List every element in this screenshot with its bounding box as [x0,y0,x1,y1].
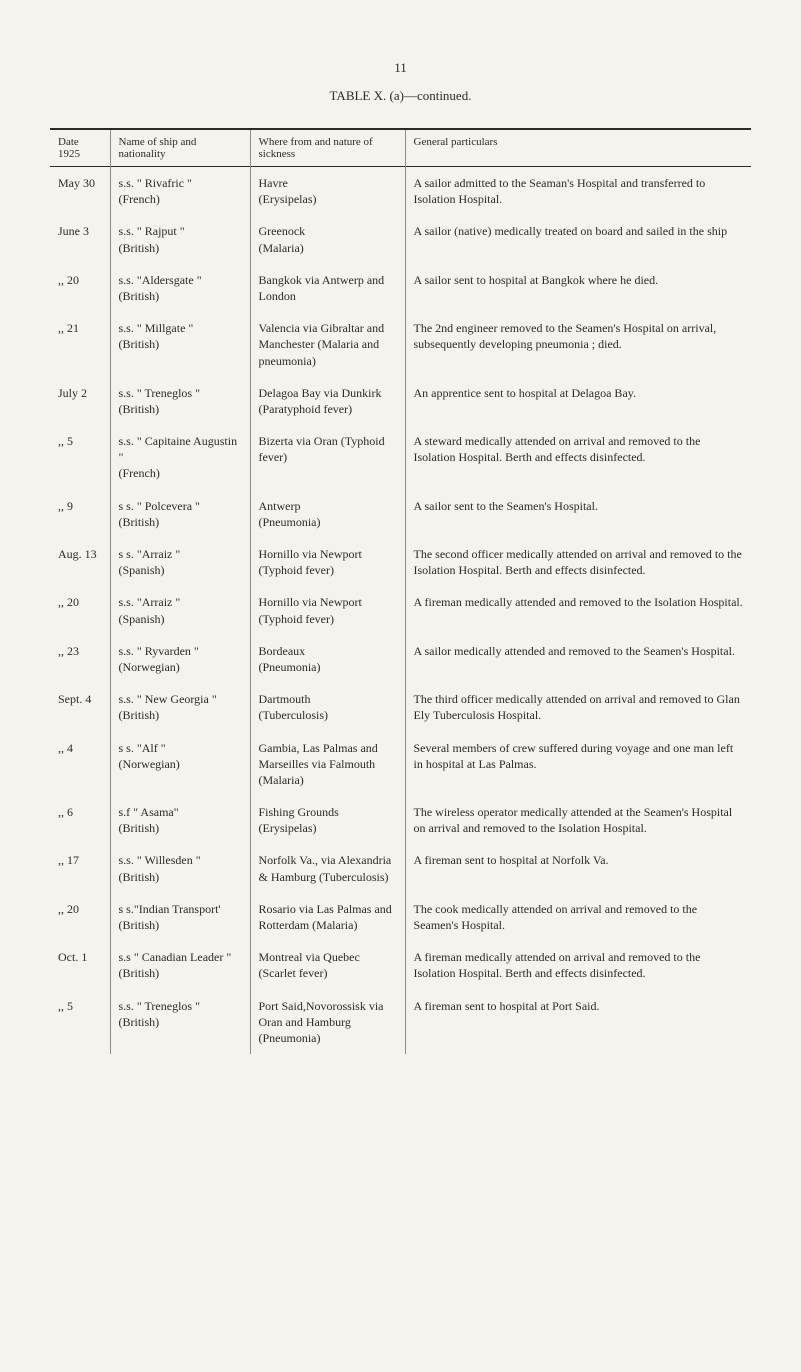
cell-particulars: A sailor sent to hospital at Bangkok whe… [405,264,751,312]
cell-ship: s.s. " Willesden " (British) [110,844,250,892]
cell-date: Sept. 4 [50,683,110,731]
cell-date: ,, 21 [50,312,110,377]
table-row: ,, 9s s. " Polcevera " (British)Antwerp … [50,490,751,538]
cell-ship: s s."Indian Transport' (British) [110,893,250,941]
table-row: July 2s.s. " Treneglos " (British)Delago… [50,377,751,425]
cell-where: Valencia via Gibraltar and Manchester (M… [250,312,405,377]
cell-particulars: The 2nd engineer removed to the Seamen's… [405,312,751,377]
cell-where: Antwerp (Pneumonia) [250,490,405,538]
cell-where: Havre (Erysipelas) [250,167,405,216]
cell-particulars: A sailor admitted to the Seaman's Hospit… [405,167,751,216]
cell-date: ,, 20 [50,893,110,941]
cell-where: Montreal via Quebec (Scarlet fever) [250,941,405,989]
cell-particulars: A fireman sent to hospital at Port Said. [405,990,751,1055]
table-row: Sept. 4s.s. " New Georgia " (British)Dar… [50,683,751,731]
cell-ship: s.s " Canadian Leader " (British) [110,941,250,989]
cell-where: Rosario via Las Palmas and Rotterdam (Ma… [250,893,405,941]
table-row: ,, 5s.s. " Capitaine Augustin " (French)… [50,425,751,490]
cell-particulars: A sailor medically attended and removed … [405,635,751,683]
cell-ship: s s. " Polcevera " (British) [110,490,250,538]
table-row: ,, 20s.s. "Arraiz " (Spanish)Hornillo vi… [50,586,751,634]
cell-where: Hornillo via Newport (Typhoid fever) [250,538,405,586]
table-row: ,, 20s s."Indian Transport' (British)Ros… [50,893,751,941]
cell-date: ,, 20 [50,264,110,312]
data-table: Date 1925 Name of ship and nationality W… [50,128,751,1054]
cell-particulars: The second officer medically attended on… [405,538,751,586]
cell-ship: s.s. "Aldersgate " (British) [110,264,250,312]
cell-particulars: The cook medically attended on arrival a… [405,893,751,941]
cell-where: Fishing Grounds (Erysipelas) [250,796,405,844]
cell-particulars: An apprentice sent to hospital at Delago… [405,377,751,425]
cell-date: ,, 6 [50,796,110,844]
table-row: ,, 17s.s. " Willesden " (British)Norfolk… [50,844,751,892]
cell-where: Greenock (Malaria) [250,215,405,263]
table-title: TABLE X. (a)—continued. [50,88,751,104]
table-row: ,, 6s.f " Asama" (British)Fishing Ground… [50,796,751,844]
cell-date: ,, 5 [50,990,110,1055]
cell-particulars: A sailor sent to the Seamen's Hospital. [405,490,751,538]
table-row: ,, 23s.s. " Ryvarden " (Norwegian)Bordea… [50,635,751,683]
table-row: Oct. 1s.s " Canadian Leader " (British)M… [50,941,751,989]
cell-date: ,, 9 [50,490,110,538]
cell-where: Bordeaux (Pneumonia) [250,635,405,683]
cell-ship: s.s. " Ryvarden " (Norwegian) [110,635,250,683]
cell-ship: s.s. " Capitaine Augustin " (French) [110,425,250,490]
cell-ship: s.s. " Rajput " (British) [110,215,250,263]
cell-date: Aug. 13 [50,538,110,586]
cell-where: Dartmouth (Tuberculosis) [250,683,405,731]
page-number: 11 [50,60,751,76]
table-row: ,, 5s.s. " Treneglos " (British)Port Sai… [50,990,751,1055]
cell-particulars: A fireman medically attended and removed… [405,586,751,634]
header-particulars: General particulars [405,129,751,167]
cell-particulars: A steward medically attended on arrival … [405,425,751,490]
cell-ship: s s. "Arraiz " (Spanish) [110,538,250,586]
cell-ship: s.f " Asama" (British) [110,796,250,844]
cell-date: ,, 23 [50,635,110,683]
cell-ship: s.s. " Treneglos " (British) [110,377,250,425]
cell-particulars: A fireman medically attended on arrival … [405,941,751,989]
cell-particulars: The third officer medically attended on … [405,683,751,731]
table-header-row: Date 1925 Name of ship and nationality W… [50,129,751,167]
cell-ship: s.s. " Treneglos " (British) [110,990,250,1055]
header-date: Date 1925 [50,129,110,167]
table-row: ,, 4s s. "Alf " (Norwegian)Gambia, Las P… [50,732,751,797]
cell-where: Port Said,Novorossisk via Oran and Hambu… [250,990,405,1055]
cell-ship: s s. "Alf " (Norwegian) [110,732,250,797]
cell-where: Norfolk Va., via Alexandria & Hamburg (T… [250,844,405,892]
cell-date: ,, 4 [50,732,110,797]
cell-ship: s.s. " Millgate " (British) [110,312,250,377]
cell-date: Oct. 1 [50,941,110,989]
cell-date: July 2 [50,377,110,425]
cell-where: Gambia, Las Palmas and Marseilles via Fa… [250,732,405,797]
cell-date: June 3 [50,215,110,263]
cell-where: Hornillo via Newport (Typhoid fever) [250,586,405,634]
cell-date: ,, 17 [50,844,110,892]
cell-particulars: A fireman sent to hospital at Norfolk Va… [405,844,751,892]
cell-ship: s.s. "Arraiz " (Spanish) [110,586,250,634]
table-row: June 3s.s. " Rajput " (British)Greenock … [50,215,751,263]
cell-where: Delagoa Bay via Dunkirk (Paratyphoid fev… [250,377,405,425]
table-row: ,, 20s.s. "Aldersgate " (British)Bangkok… [50,264,751,312]
cell-particulars: The wireless operator medically attended… [405,796,751,844]
cell-ship: s.s. " New Georgia " (British) [110,683,250,731]
cell-date: May 30 [50,167,110,216]
cell-where: Bizerta via Oran (Typhoid fever) [250,425,405,490]
header-where: Where from and nature of sickness [250,129,405,167]
cell-date: ,, 20 [50,586,110,634]
cell-date: ,, 5 [50,425,110,490]
header-ship: Name of ship and nationality [110,129,250,167]
table-row: Aug. 13s s. "Arraiz " (Spanish)Hornillo … [50,538,751,586]
cell-ship: s.s. " Rivafric " (French) [110,167,250,216]
table-row: ,, 21s.s. " Millgate " (British)Valencia… [50,312,751,377]
cell-particulars: A sailor (native) medically treated on b… [405,215,751,263]
cell-particulars: Several members of crew suffered during … [405,732,751,797]
table-row: May 30s.s. " Rivafric " (French)Havre (E… [50,167,751,216]
cell-where: Bangkok via Antwerp and London [250,264,405,312]
